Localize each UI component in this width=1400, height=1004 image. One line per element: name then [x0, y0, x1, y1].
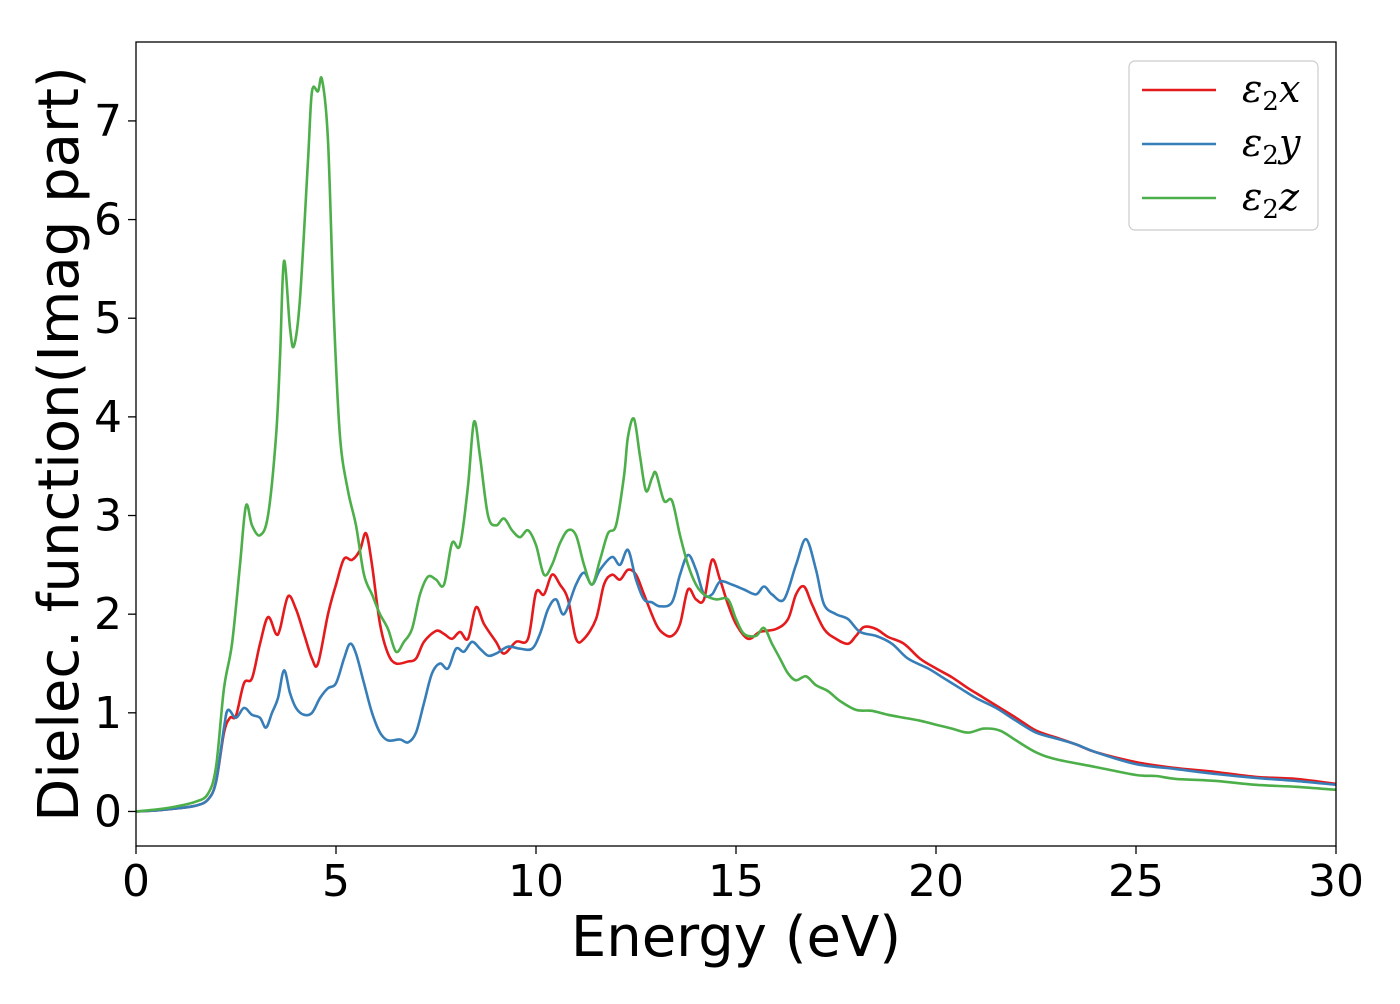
y-tick-label: 0	[94, 786, 122, 837]
y-tick-label: 1	[94, 688, 122, 739]
x-tick-label: 0	[122, 856, 150, 907]
x-tick-label: 15	[708, 856, 764, 907]
y-tick-label: 3	[94, 491, 122, 542]
legend-label-x: ε2x	[1242, 67, 1300, 117]
legend-label-z: ε2z	[1242, 175, 1300, 225]
ticks-layer: 0 5 10 15 20 25 30 0 1 2 3 4 5 6 7	[94, 96, 1364, 907]
legend-box	[1128, 60, 1319, 231]
x-axis-label: Energy (eV)	[571, 905, 901, 970]
y-axis-label: Dielec. function(Imag part)	[27, 66, 92, 822]
x-tick-label: 5	[322, 856, 350, 907]
series-layer	[135, 76, 1337, 813]
x-tick-label: 30	[1308, 856, 1364, 907]
series-line-z	[135, 76, 1337, 813]
series-line-x	[135, 531, 1337, 813]
x-tick-label: 25	[1108, 856, 1164, 907]
legend-label-y: ε2y	[1242, 121, 1301, 171]
series-line-y	[135, 537, 1337, 813]
x-tick-label: 20	[908, 856, 964, 907]
y-tick-label: 5	[94, 293, 122, 344]
y-tick-label: 6	[94, 195, 122, 246]
y-tick-label: 7	[94, 96, 122, 147]
x-tick-label: 10	[508, 856, 564, 907]
y-tick-label: 4	[94, 392, 122, 443]
y-tick-label: 2	[94, 589, 122, 640]
